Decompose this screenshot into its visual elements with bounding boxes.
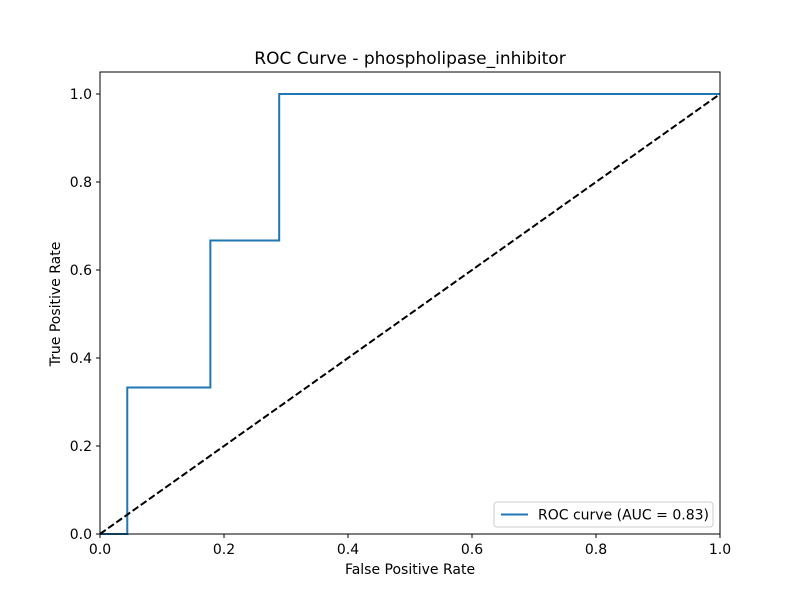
legend-label-roc-curve: ROC curve (AUC = 0.83): [538, 508, 709, 524]
plot-area: [99, 93, 721, 535]
y-tick-label: 0.4: [70, 351, 92, 367]
chart-title: ROC Curve - phospholipase_inhibitor: [254, 49, 565, 69]
legend: ROC curve (AUC = 0.83): [493, 501, 714, 528]
chance-diagonal-line: [99, 93, 721, 535]
y-tick-label: 0.8: [70, 175, 92, 191]
x-tick-label: 0.0: [89, 542, 111, 558]
y-axis-ticks: 0.0 0.2 0.4 0.6 0.8 1.0: [70, 87, 100, 543]
y-axis-label: True Positive Rate: [48, 242, 64, 368]
y-tick-label: 0.2: [70, 439, 92, 455]
y-tick-label: 0.6: [70, 263, 92, 279]
x-tick-label: 0.8: [585, 542, 607, 558]
y-tick-label: 1.0: [70, 87, 92, 103]
x-tick-label: 0.2: [213, 542, 235, 558]
x-axis-label: False Positive Rate: [345, 562, 475, 578]
x-tick-label: 0.4: [337, 542, 359, 558]
x-axis-ticks: 0.0 0.2 0.4 0.6 0.8 1.0: [89, 534, 731, 558]
legend-frame: [493, 501, 714, 528]
plot-frame: [99, 71, 721, 535]
y-tick-label: 0.0: [70, 527, 92, 543]
x-tick-label: 0.6: [461, 542, 483, 558]
roc-curve-line: [100, 93, 720, 535]
x-tick-label: 1.0: [709, 542, 731, 558]
